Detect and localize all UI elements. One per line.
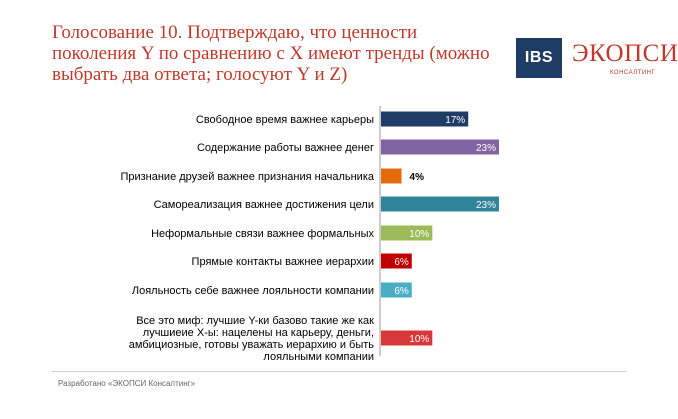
category-label-line: Содержание работы важнее денег	[197, 142, 374, 154]
category-label: Свободное время важнее карьеры	[196, 114, 374, 126]
bar	[381, 282, 412, 298]
category-label-line: Признание друзей важнее признания началь…	[120, 171, 374, 183]
category-label-line: Самореализация важнее достижения цели	[154, 199, 374, 211]
bar	[381, 168, 402, 184]
category-label: Все это миф: лучшие Y-ки базово такие же…	[129, 315, 374, 363]
bar-value-label: 17%	[445, 115, 465, 126]
category-label: Неформальные связи важнее формальных	[151, 228, 374, 240]
ibs-logo-text: IBS	[524, 49, 554, 66]
slide-title: Голосование 10. Подтверждаю, что ценност…	[52, 22, 490, 85]
category-label-line: Лояльность себе важнее лояльности компан…	[132, 285, 374, 297]
category-label: Самореализация важнее достижения цели	[154, 199, 374, 211]
category-label-line: Все это миф: лучшие Y-ки базово такие же…	[136, 315, 374, 327]
bar-value-label: 4%	[410, 172, 425, 183]
category-label: Признание друзей важнее признания началь…	[120, 171, 374, 183]
bar	[381, 139, 499, 155]
category-label-line: лучшиеие Х-ы: нацелены на карьеру, деньг…	[143, 327, 374, 339]
category-label: Лояльность себе важнее лояльности компан…	[132, 285, 374, 297]
bar	[381, 225, 433, 241]
ekopsi-logo: ЭКОПСИ КОНСАЛТИНГ	[572, 34, 678, 80]
bar-value-label: 6%	[394, 257, 409, 268]
category-label-line: Неформальные связи важнее формальных	[151, 228, 374, 240]
footer-divider	[52, 371, 626, 372]
ekopsi-logo-subtext: КОНСАЛТИНГ	[610, 70, 656, 76]
ibs-logo: IBS	[516, 38, 562, 78]
bar-value-label: 10%	[409, 334, 429, 345]
bar	[381, 330, 433, 346]
category-label: Содержание работы важнее денег	[197, 142, 374, 154]
bar-value-label: 23%	[476, 143, 496, 154]
bar	[381, 196, 499, 212]
bar	[381, 111, 469, 127]
category-label-line: амбициозные, готовы уважать иерархию и б…	[129, 339, 374, 351]
footer-credit: Разработано «ЭКОПСИ Консалтинг»	[58, 379, 196, 388]
bar-value-label: 23%	[476, 200, 496, 211]
bar	[381, 253, 412, 269]
bar-value-label: 6%	[394, 286, 409, 297]
category-label-line: Прямые контакты важнее иерархии	[192, 256, 374, 268]
ekopsi-logo-text: ЭКОПСИ	[572, 40, 678, 67]
category-label: Прямые контакты важнее иерархии	[192, 256, 374, 268]
category-label-line: Свободное время важнее карьеры	[196, 114, 374, 126]
category-label-line: лояльными компании	[263, 351, 374, 363]
bar-value-label: 10%	[409, 229, 429, 240]
